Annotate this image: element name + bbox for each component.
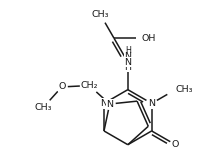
Text: O: O	[58, 82, 65, 91]
Text: CH₂: CH₂	[81, 81, 98, 90]
Text: N: N	[101, 99, 108, 108]
Text: H: H	[125, 46, 131, 55]
Text: N: N	[148, 99, 155, 108]
Text: N: N	[106, 99, 113, 109]
Text: CH₃: CH₃	[34, 103, 52, 112]
Text: O: O	[172, 140, 179, 149]
Text: N
H: N H	[124, 52, 131, 72]
Text: N: N	[124, 58, 131, 67]
Text: CH₃: CH₃	[175, 85, 193, 94]
Text: OH: OH	[142, 34, 156, 43]
Text: CH₃: CH₃	[92, 10, 109, 19]
